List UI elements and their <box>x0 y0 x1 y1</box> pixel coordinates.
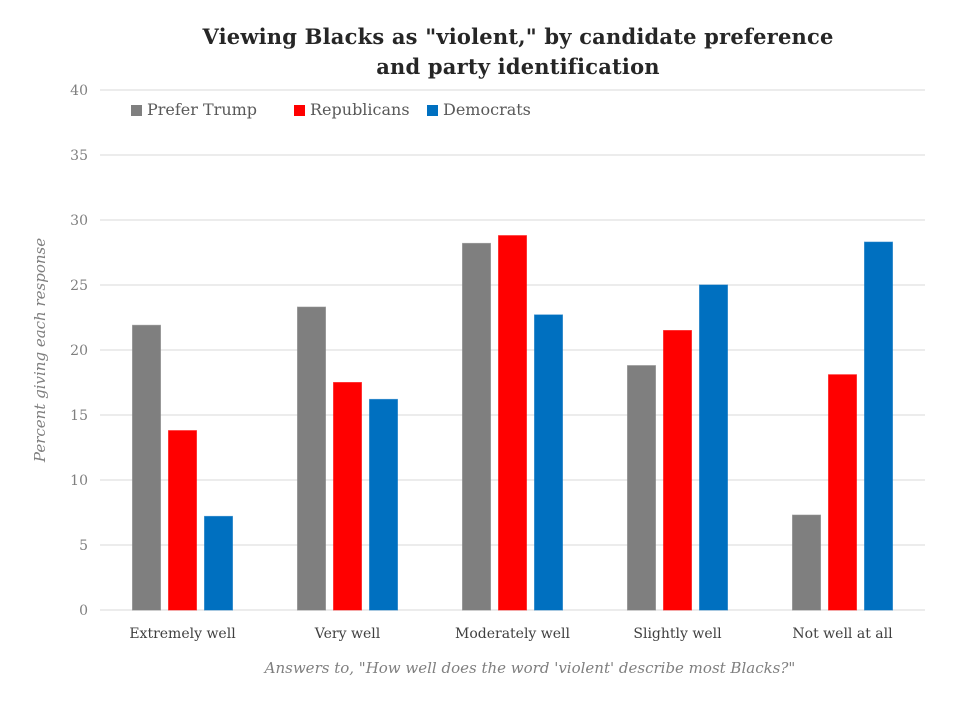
x-category-label: Slightly well <box>633 626 722 642</box>
legend-swatch <box>427 105 438 116</box>
x-category-label: Moderately well <box>455 626 571 642</box>
bars <box>132 235 893 611</box>
x-axis-title: Answers to, "How well does the word 'vio… <box>263 659 796 677</box>
y-tick-label: 20 <box>70 343 88 359</box>
chart-title-line-1: Viewing Blacks as "violent," by candidat… <box>201 24 833 49</box>
chart-title: Viewing Blacks as "violent," by candidat… <box>201 24 833 79</box>
legend-label: Republicans <box>310 100 410 119</box>
bar-republicans <box>663 330 692 611</box>
legend-swatch <box>294 105 305 116</box>
bar-democrats <box>864 241 893 611</box>
y-tick-label: 25 <box>70 278 88 294</box>
y-tick-label: 0 <box>79 603 88 619</box>
legend-label: Prefer Trump <box>147 100 257 119</box>
bar-republicans <box>828 374 857 611</box>
y-axis-ticks: 0 5 10 15 20 25 30 35 40 <box>70 83 88 619</box>
legend-item: Republicans <box>294 100 410 119</box>
bar-republicans <box>168 430 197 611</box>
legend-item: Prefer Trump <box>131 100 257 119</box>
bar-prefer-trump <box>132 324 161 611</box>
bar-republicans <box>498 235 527 611</box>
x-category-label: Extremely well <box>129 626 236 642</box>
bar-democrats <box>699 284 728 611</box>
y-tick-label: 30 <box>70 213 88 229</box>
bar-republicans <box>333 382 362 611</box>
chart-title-line-2: and party identification <box>376 54 660 79</box>
legend-swatch <box>131 105 142 116</box>
y-tick-label: 10 <box>70 473 88 489</box>
y-tick-label: 40 <box>70 83 88 99</box>
bar-prefer-trump <box>462 242 491 611</box>
bar-democrats <box>204 515 233 611</box>
legend-label: Democrats <box>443 100 531 119</box>
bar-prefer-trump <box>627 365 656 611</box>
x-axis-categories: Extremely well Very well Moderately well Sl… <box>129 626 893 642</box>
y-tick-label: 35 <box>70 148 88 164</box>
bar-prefer-trump <box>297 306 326 611</box>
bar-prefer-trump <box>792 514 821 611</box>
bar-democrats <box>369 398 398 611</box>
x-category-label: Very well <box>314 626 381 642</box>
y-tick-label: 15 <box>70 408 88 424</box>
legend-item: Democrats <box>427 100 531 119</box>
y-tick-label: 5 <box>79 538 88 554</box>
bar-democrats <box>534 314 563 611</box>
y-axis-title: Percent giving each response <box>31 238 49 463</box>
x-category-label: Not well at all <box>792 626 893 642</box>
legend: Prefer Trump Republicans Democrats <box>131 100 531 119</box>
